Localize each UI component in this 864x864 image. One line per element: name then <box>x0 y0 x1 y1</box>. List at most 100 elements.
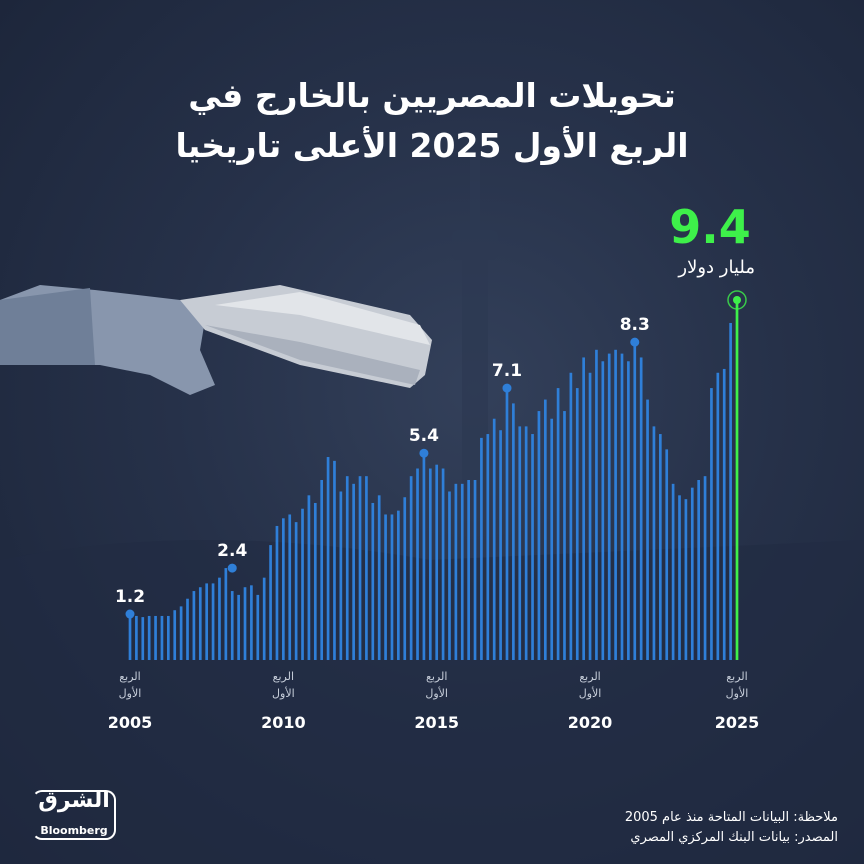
bar-48 <box>435 464 439 660</box>
bar-79 <box>633 342 637 660</box>
bar-81 <box>646 399 649 660</box>
bar-71 <box>582 357 585 660</box>
bar-50 <box>448 491 451 660</box>
bar-2 <box>141 617 145 660</box>
peak-value-label: 9.4 <box>669 200 751 254</box>
tick-label-4-2: 2025 <box>715 713 760 732</box>
bar-93 <box>722 368 726 660</box>
highlight-dot-1 <box>227 563 237 573</box>
bar-14 <box>218 577 221 660</box>
highlight-dot-3 <box>502 383 512 393</box>
highlight-dot-0 <box>125 609 135 619</box>
bar-31 <box>326 457 330 660</box>
bar-87 <box>684 499 688 660</box>
bar-15 <box>224 568 228 660</box>
bar-40 <box>384 514 387 660</box>
bar-66 <box>550 418 554 660</box>
bar-30 <box>320 480 324 660</box>
bar-86 <box>678 495 681 660</box>
bar-36 <box>358 476 362 660</box>
bar-44 <box>409 476 413 660</box>
tick-label-1-2: 2010 <box>261 713 306 732</box>
footer-source: المصدر: بيانات البنك المركزي المصري <box>630 830 838 845</box>
bar-39 <box>377 495 381 660</box>
bar-68 <box>563 411 566 660</box>
bar-54 <box>473 480 477 660</box>
tick-label-2-0: الربع <box>426 670 447 683</box>
bar-67 <box>556 388 560 660</box>
tick-label-2-1: الأول <box>425 686 448 700</box>
chart-title-line2: الربع الأول 2025 الأعلى تاريخيا <box>175 126 689 165</box>
tick-label-0-2: 2005 <box>108 713 153 732</box>
bar-32 <box>333 460 336 660</box>
bar-28 <box>307 495 311 660</box>
bar-29 <box>313 502 317 660</box>
bar-19 <box>250 585 253 660</box>
data-label-0: 1.2 <box>115 587 145 607</box>
bar-69 <box>569 372 573 660</box>
bar-56 <box>486 434 490 660</box>
bar-33 <box>339 491 343 660</box>
bar-95 <box>735 300 739 660</box>
bar-4 <box>154 615 157 660</box>
bar-64 <box>537 411 541 660</box>
bar-22 <box>269 545 272 660</box>
bar-43 <box>403 497 407 660</box>
tick-label-3-2: 2020 <box>568 713 613 732</box>
bar-20 <box>256 594 260 660</box>
logo-frame <box>32 790 116 840</box>
bar-91 <box>710 388 713 660</box>
bar-89 <box>697 480 701 660</box>
logo-sub: Bloomberg <box>40 824 108 837</box>
tick-label-1-0: الربع <box>273 670 294 683</box>
bar-77 <box>620 353 624 660</box>
peak-unit-label: مليار دولار <box>678 257 755 278</box>
tick-label-4-1: الأول <box>726 686 749 700</box>
bar-24 <box>282 518 285 660</box>
data-label-3: 7.1 <box>492 361 522 381</box>
bar-41 <box>390 514 394 660</box>
peak-glow-ring <box>727 290 747 310</box>
bar-75 <box>607 353 611 660</box>
bar-72 <box>588 372 592 660</box>
bar-0 <box>128 614 132 660</box>
bar-26 <box>294 522 298 660</box>
tick-label-0-1: الأول <box>119 686 142 700</box>
chart-title-line1: تحويلات المصريين بالخارج في <box>188 76 676 115</box>
asharq-bloomberg-logo: الشرق Bloomberg <box>28 788 120 844</box>
bar-84 <box>665 449 669 660</box>
logo-name: الشرق <box>38 788 110 813</box>
tick-label-3-1: الأول <box>579 686 602 700</box>
bar-38 <box>371 502 375 660</box>
bar-53 <box>467 480 470 660</box>
tick-label-3-0: الربع <box>579 670 600 683</box>
data-label-2: 5.4 <box>409 426 439 446</box>
bar-10 <box>192 591 196 660</box>
tick-label-2-2: 2015 <box>414 713 459 732</box>
bar-34 <box>345 476 349 660</box>
bar-8 <box>179 606 183 660</box>
bar-27 <box>301 508 304 660</box>
bar-17 <box>237 594 240 660</box>
bar-70 <box>575 388 579 660</box>
bar-46 <box>422 453 426 660</box>
bar-65 <box>543 399 547 660</box>
bar-90 <box>703 476 707 660</box>
tick-label-1-1: الأول <box>272 686 295 700</box>
bar-57 <box>492 418 496 660</box>
bar-1 <box>135 615 138 660</box>
bar-18 <box>243 587 247 660</box>
bar-58 <box>499 430 502 660</box>
bar-23 <box>275 525 279 660</box>
bar-59 <box>505 388 509 660</box>
bar-60 <box>512 403 515 660</box>
bar-11 <box>198 587 202 660</box>
bar-45 <box>416 468 419 660</box>
bar-25 <box>288 514 292 660</box>
bar-55 <box>480 437 483 660</box>
bar-47 <box>428 468 432 660</box>
bar-76 <box>614 349 617 660</box>
bar-62 <box>524 426 528 660</box>
